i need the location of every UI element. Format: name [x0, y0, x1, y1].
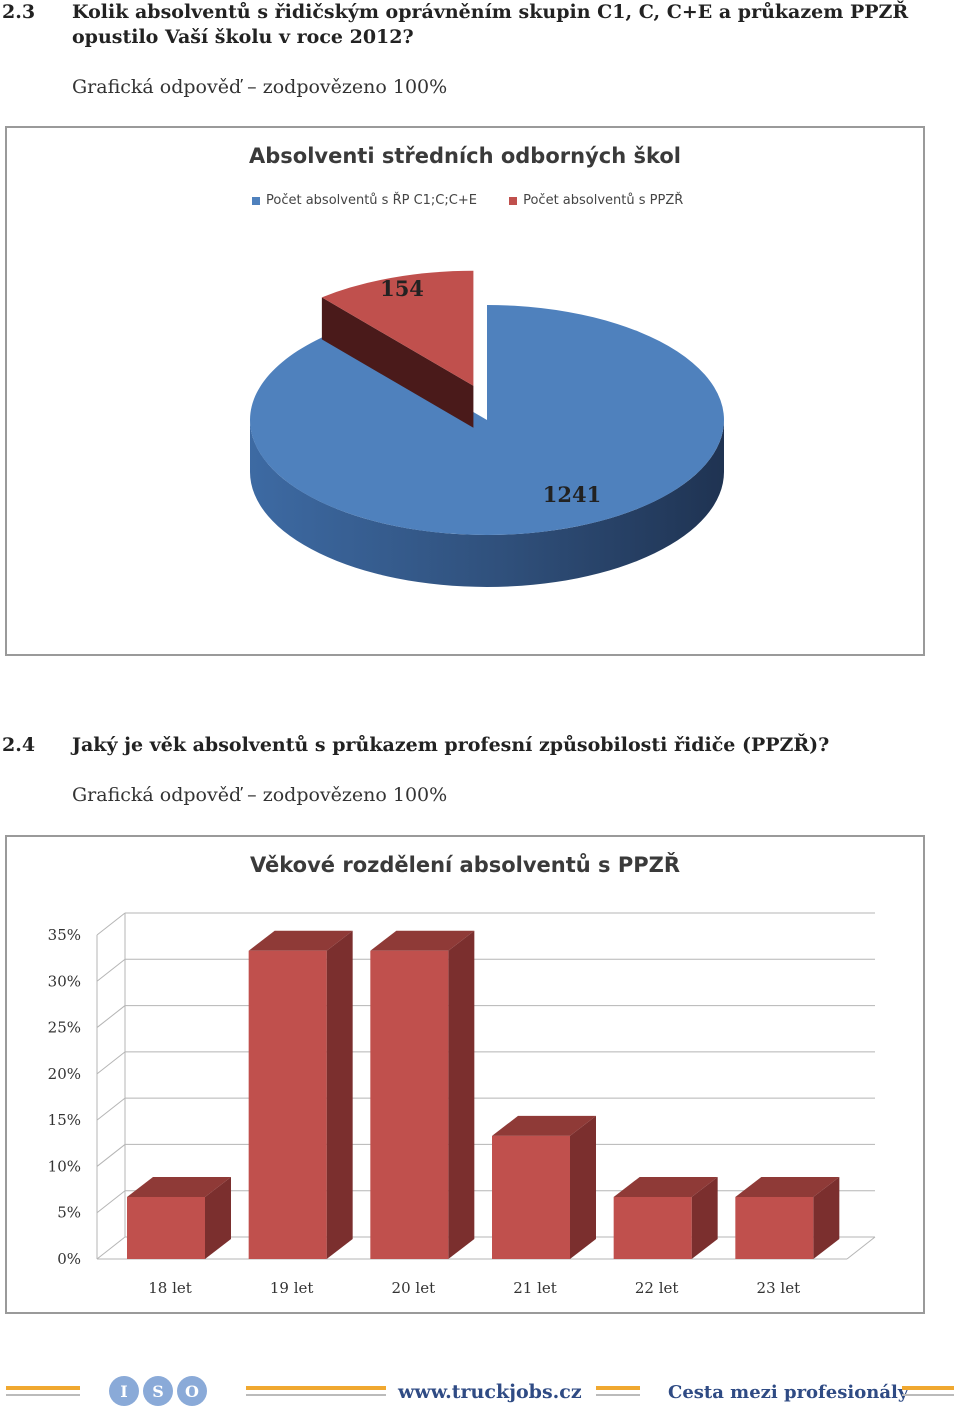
y-tick-label: 30% [48, 972, 81, 990]
gridline-side [96, 912, 126, 936]
x-tick-label: 21 let [513, 1279, 557, 1297]
footer-banner: I S O www.truckjobs.cz Cesta mezi profes… [0, 1366, 960, 1416]
footer-url: www.truckjobs.cz [397, 1381, 582, 1403]
gridline-side [96, 958, 126, 982]
bar-1 [127, 1176, 231, 1259]
y-tick-label: 5% [57, 1204, 81, 1222]
x-tick-label: 20 let [392, 1279, 436, 1297]
y-tick-label: 0% [57, 1250, 81, 1268]
question-number: 2.3 [2, 1, 36, 23]
footer-svg: I S O www.truckjobs.cz Cesta mezi profes… [6, 1376, 954, 1406]
question-text: Kolik absolventů s řidičským oprávněním … [72, 1, 909, 48]
pie-legend: Počet absolventů s ŘP C1;C;C+E Počet abs… [252, 193, 711, 208]
legend-label-rp: Počet absolventů s ŘP C1;C;C+E [266, 193, 477, 208]
pie-slice-side-ppzr [321, 297, 474, 428]
bar-svg: 0% 5% 10% 15% 20% 25% 30% 35% 18 let 19 let 20 let… [48, 912, 876, 1297]
bar-top [735, 1176, 840, 1197]
bar-3 [370, 930, 475, 1259]
x-tick-label: 18 let [148, 1279, 192, 1297]
floor-right-edge [846, 1236, 876, 1260]
pie-slice-rp [250, 305, 724, 535]
bar-2 [248, 930, 353, 1259]
bar-top [127, 1176, 231, 1197]
bar-top [492, 1115, 596, 1136]
bar-chart-box: Věkové rozdělení absolventů s PPZŘ 0% 5% 1… [5, 835, 925, 1314]
bar-side [813, 1176, 840, 1259]
y-tick-label: 10% [48, 1157, 81, 1175]
legend-swatch-rp [252, 196, 260, 205]
pie-slice-ppzr [321, 270, 474, 386]
x-tick-label: 19 let [270, 1279, 314, 1297]
bar-front [492, 1135, 570, 1259]
gridline-side [96, 1051, 126, 1075]
bar-front [248, 950, 327, 1259]
bar-side [691, 1176, 718, 1259]
iso-letter-s: S [152, 1382, 164, 1401]
bar-front [127, 1196, 205, 1259]
iso-logo: I S O [109, 1376, 207, 1406]
question-number: 2.4 [2, 734, 36, 756]
y-tick-label: 15% [48, 1111, 81, 1129]
bar-side [570, 1115, 596, 1259]
pie-chart-title: Absolventi středních odborných škol [248, 144, 682, 168]
answer-status: Grafická odpověď – zodpovězeno 100% [72, 784, 448, 806]
gridline-side [96, 1144, 126, 1167]
bar-chart-title: Věkové rozdělení absolventů s PPZŘ [249, 853, 681, 877]
bar-side [326, 930, 353, 1259]
bar-front [613, 1196, 692, 1259]
y-tick-label: 20% [48, 1065, 81, 1083]
gridline-side [96, 1005, 126, 1028]
bar-6 [735, 1176, 840, 1259]
legend-item-rp: Počet absolventů s ŘP C1;C;C+E [252, 193, 477, 208]
pie-data-label-ppzr: 154 [380, 276, 424, 301]
gridline-side [96, 1097, 126, 1121]
legend-item-ppzr: Počet absolventů s PPZŘ [509, 193, 683, 208]
iso-letter-i: I [120, 1382, 127, 1401]
pie-data-label-rp: 1241 [543, 482, 601, 507]
question-text: Jaký je věk absolventů s průkazem profes… [72, 734, 830, 756]
x-tick-label: 22 let [635, 1279, 679, 1297]
bar-front [370, 950, 449, 1259]
bar-top [613, 1176, 718, 1197]
gridline-side [96, 1190, 126, 1214]
pie-svg: 1241 154 [250, 270, 724, 587]
pie-chart-box: Absolventi středních odborných škol Poče… [5, 126, 925, 656]
legend-label-ppzr: Počet absolventů s PPZŘ [523, 193, 684, 208]
footer-slogan: Cesta mezi profesionály [668, 1382, 909, 1403]
pie-slice-side-rp [250, 420, 724, 587]
bar-top [370, 930, 475, 951]
bar-side [205, 1176, 231, 1259]
bar-side [448, 930, 475, 1259]
y-tick-label: 25% [48, 1019, 81, 1037]
answer-status: Grafická odpověď – zodpovězeno 100% [72, 76, 448, 98]
bar-top [248, 930, 353, 951]
iso-letter-o: O [185, 1382, 199, 1401]
legend-swatch-ppzr [509, 196, 518, 205]
x-tick-label: 23 let [757, 1279, 801, 1297]
gridline-side [96, 1236, 126, 1260]
bar-front [735, 1196, 814, 1259]
bar-4 [492, 1115, 596, 1259]
y-tick-label: 35% [48, 926, 81, 944]
bar-5 [613, 1176, 718, 1259]
